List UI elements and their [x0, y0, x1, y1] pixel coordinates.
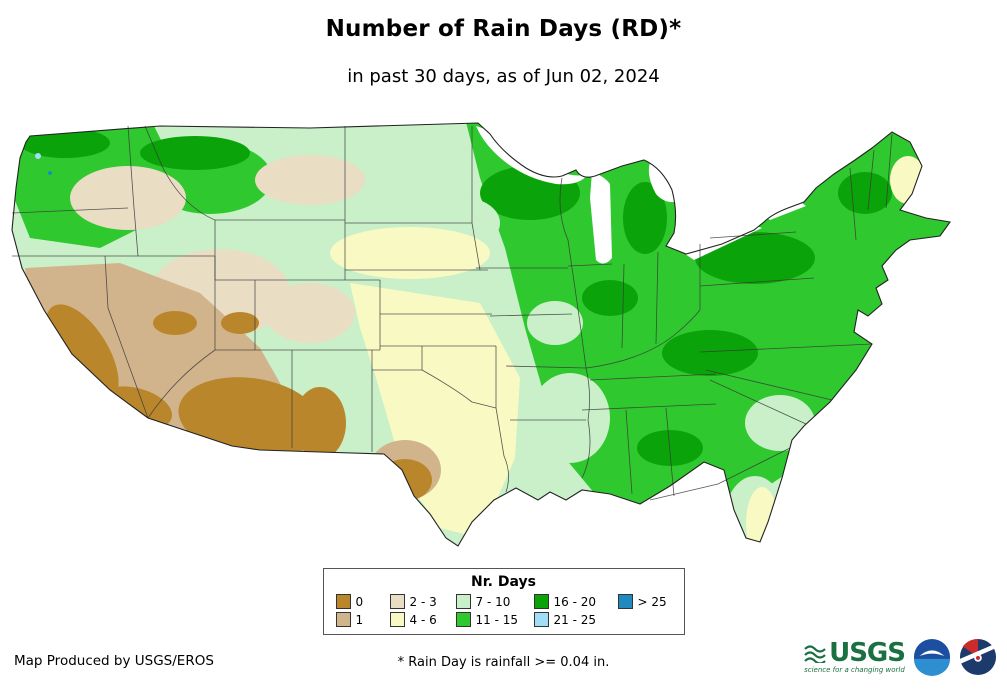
legend-item: 0: [335, 594, 390, 609]
legend-item: 1: [335, 612, 390, 627]
legend-label: 7 - 10: [475, 594, 511, 609]
legend-swatch: [455, 612, 471, 627]
usgs-logo: USGS science for a changing world: [804, 638, 906, 674]
legend-item: 2 - 3: [389, 594, 456, 609]
legend-swatch: [455, 594, 471, 609]
legend-swatch: [335, 612, 351, 627]
usgs-wordmark: USGS: [829, 638, 906, 668]
produced-by-text: Map Produced by USGS/EROS: [14, 653, 214, 669]
legend-item: 4 - 6: [389, 612, 456, 627]
legend-label: 1: [355, 612, 364, 627]
legend-label: 4 - 6: [409, 612, 437, 627]
legend-item: 7 - 10: [455, 594, 534, 609]
legend-swatch: [617, 594, 633, 609]
legend-swatch: [533, 612, 549, 627]
legend-swatch: [389, 594, 405, 609]
noaa-logo: [913, 638, 951, 676]
legend-title: Nr. Days: [471, 574, 536, 590]
nws-logo: [959, 638, 997, 676]
agency-logos: USGS science for a changing world: [804, 638, 997, 676]
usgs-wave-icon: [804, 645, 826, 663]
page-title: Number of Rain Days (RD)*: [325, 16, 682, 42]
state-borders: [11, 125, 893, 501]
us-outline: [11, 122, 951, 547]
rain-days-raster: [12, 123, 950, 546]
legend-swatch: [389, 612, 405, 627]
legend-item: 16 - 20: [533, 594, 618, 609]
legend-row-2: 1 4 - 6 11 - 15 21 - 25: [335, 612, 672, 627]
usgs-tagline: science for a changing world: [804, 666, 905, 674]
legend-swatch: [335, 594, 351, 609]
legend-label: 0: [355, 594, 364, 609]
legend-label: 11 - 15: [475, 612, 519, 627]
legend-item: 21 - 25: [533, 612, 618, 627]
legend-item: > 25: [617, 594, 672, 609]
rain-day-definition-note: * Rain Day is rainfall >= 0.04 in.: [397, 655, 610, 670]
legend-row-1: 0 2 - 3 7 - 10 16 - 20 > 25: [335, 594, 672, 609]
map-image: [11, 122, 951, 547]
legend-label: 21 - 25: [553, 612, 597, 627]
us-rain-days-map: [10, 118, 985, 566]
legend-item: 11 - 15: [455, 612, 534, 627]
legend-swatch: [533, 594, 549, 609]
legend-label: 2 - 3: [409, 594, 437, 609]
page-subtitle: in past 30 days, as of Jun 02, 2024: [347, 66, 660, 87]
legend-label: 16 - 20: [553, 594, 597, 609]
legend-label: > 25: [637, 594, 667, 609]
